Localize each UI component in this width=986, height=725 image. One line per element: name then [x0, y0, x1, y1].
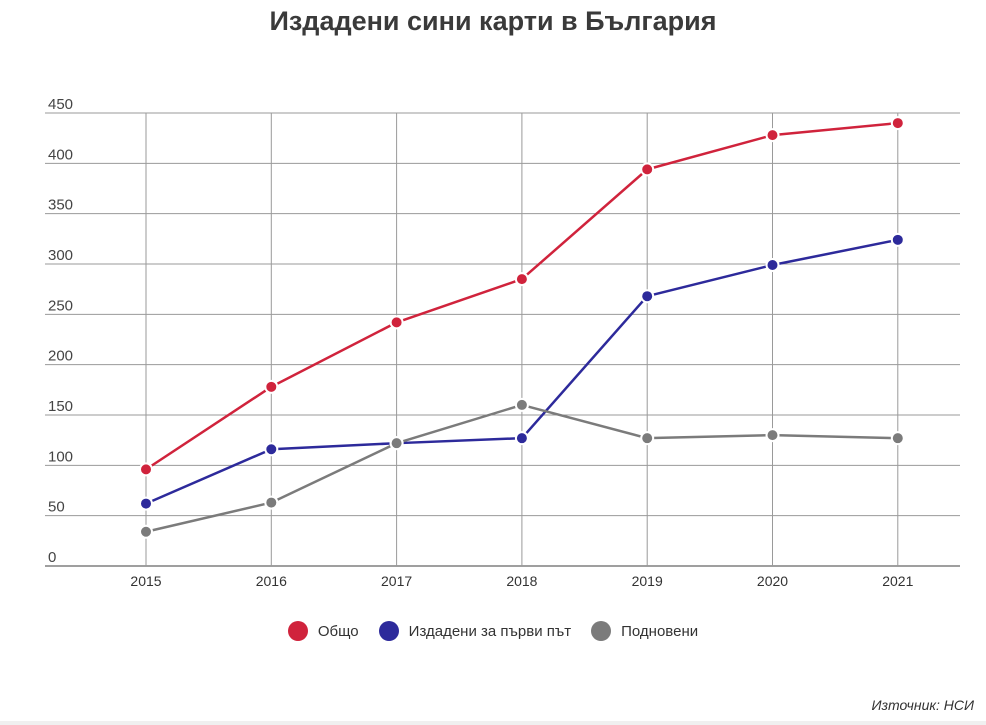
data-point-series-0 [389, 315, 404, 330]
x-tick-label: 2016 [256, 573, 287, 589]
y-tick-label: 50 [48, 499, 65, 516]
legend-label-renewed: Подновени [621, 622, 699, 640]
y-tick-label: 250 [48, 297, 73, 314]
y-tick-label: 450 [48, 96, 73, 113]
legend-swatch-renewed [591, 621, 612, 641]
data-point-series-1 [264, 442, 279, 457]
x-tick-label: 2019 [632, 573, 663, 589]
legend-swatch-first-time [378, 621, 399, 641]
data-point-series-2 [264, 495, 279, 510]
data-point-series-1 [765, 258, 780, 273]
x-tick-label: 2020 [757, 573, 788, 589]
bottom-divider [0, 721, 986, 725]
data-point-series-1 [139, 496, 153, 511]
data-point-series-0 [514, 272, 529, 287]
data-point-series-0 [890, 116, 905, 131]
data-point-series-2 [514, 397, 529, 412]
data-point-series-0 [139, 462, 153, 477]
x-tick-label: 2021 [882, 573, 913, 589]
chart-title: Издадени сини карти в България [269, 6, 717, 36]
legend: Общо Издадени за първи път Подновени [0, 621, 986, 641]
legend-item-total: Общо [287, 621, 359, 641]
legend-label-first-time: Издадени за първи път [408, 622, 572, 640]
data-point-series-0 [640, 162, 655, 177]
y-tick-label: 150 [48, 398, 73, 415]
data-point-series-2 [640, 431, 655, 446]
data-point-series-2 [389, 436, 404, 451]
source-note: Източник: НСИ [871, 697, 974, 713]
data-point-series-1 [514, 431, 529, 446]
data-point-series-0 [264, 379, 279, 394]
y-tick-label: 300 [48, 247, 73, 264]
data-point-series-1 [640, 289, 655, 304]
y-tick-label: 350 [48, 197, 73, 214]
x-tick-label: 2017 [381, 573, 412, 589]
legend-item-renewed: Подновени [591, 621, 698, 641]
data-point-series-1 [890, 232, 905, 247]
legend-label-total: Общо [317, 622, 359, 640]
x-tick-label: 2015 [130, 573, 161, 589]
y-tick-label: 400 [48, 146, 73, 163]
legend-item-first-time: Издадени за първи път [378, 621, 572, 641]
legend-swatch-total [287, 621, 308, 641]
x-tick-label: 2018 [506, 573, 537, 589]
line-chart: 0 50 100 150 200 250 300 350 400 450 2015 2016 2017 2… [45, 96, 960, 589]
data-point-series-0 [765, 128, 780, 143]
y-tick-label: 100 [48, 448, 73, 465]
data-point-series-2 [139, 524, 153, 539]
y-tick-label: 0 [48, 549, 56, 566]
y-tick-label: 200 [48, 348, 73, 365]
data-point-series-2 [890, 431, 905, 446]
data-point-series-2 [765, 428, 780, 443]
